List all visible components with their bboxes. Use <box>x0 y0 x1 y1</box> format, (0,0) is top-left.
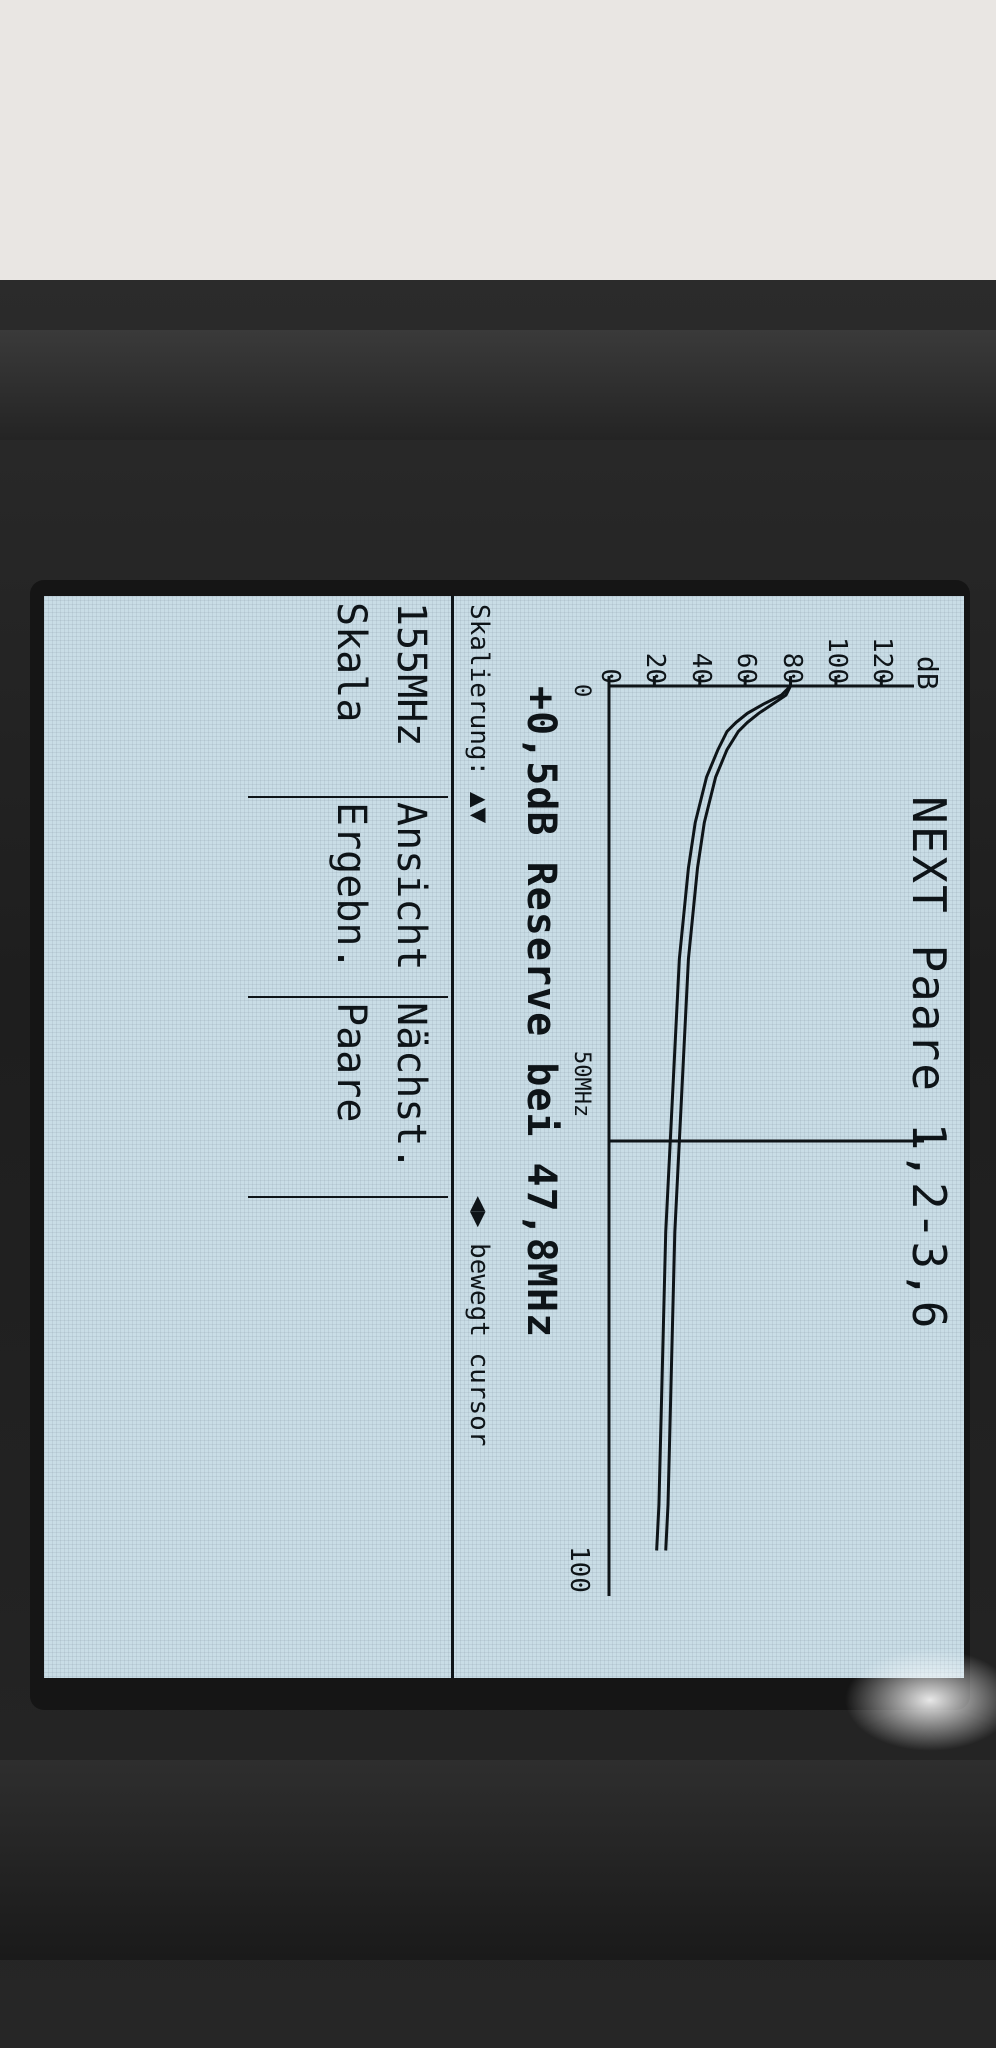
softkey-divider <box>451 596 454 1678</box>
softkey-label-bottom: Ergebn. <box>328 802 374 971</box>
next-chart <box>607 676 924 1596</box>
x-tick-label-mid: 50MHz <box>569 1051 594 1118</box>
screen-glare <box>830 1640 996 1760</box>
device-bezel-bottom <box>0 1760 996 1960</box>
series-line-1 <box>664 685 792 1551</box>
reserve-readout: +0,5dB Reserve bei 47,8MHz <box>518 686 564 1339</box>
softkey-naechst-paare[interactable]: Nächst. Paare <box>248 996 448 1198</box>
softkey-label-top: 155MHz <box>388 602 434 747</box>
cursor-hint: ◀▶ bewegt cursor <box>464 1196 494 1447</box>
scale-hint: Skalierung: ▲▼ <box>464 604 494 824</box>
series-line-2 <box>655 684 792 1551</box>
softkey-label-bottom: Paare <box>328 1002 374 1123</box>
softkey-155mhz-skala[interactable]: 155MHz Skala <box>248 596 448 798</box>
chart-series <box>655 684 792 1551</box>
softkey-ansicht-ergebn[interactable]: Ansicht Ergebn. <box>248 796 448 998</box>
softkey-bar: 155MHz Skala Ansicht Ergebn. Nächst. Paa… <box>248 596 448 1678</box>
x-tick-label-start: 0 <box>569 684 594 698</box>
softkey-label-top: Ansicht <box>388 802 434 971</box>
device-bezel-top <box>0 330 996 440</box>
x-tick-label-end: 100 <box>564 1546 594 1593</box>
softkey-label-bottom: Skala <box>328 602 374 723</box>
softkey-empty[interactable] <box>248 1196 448 1396</box>
softkey-label-top: Nächst. <box>388 1002 434 1171</box>
chart-axes <box>607 676 924 1596</box>
